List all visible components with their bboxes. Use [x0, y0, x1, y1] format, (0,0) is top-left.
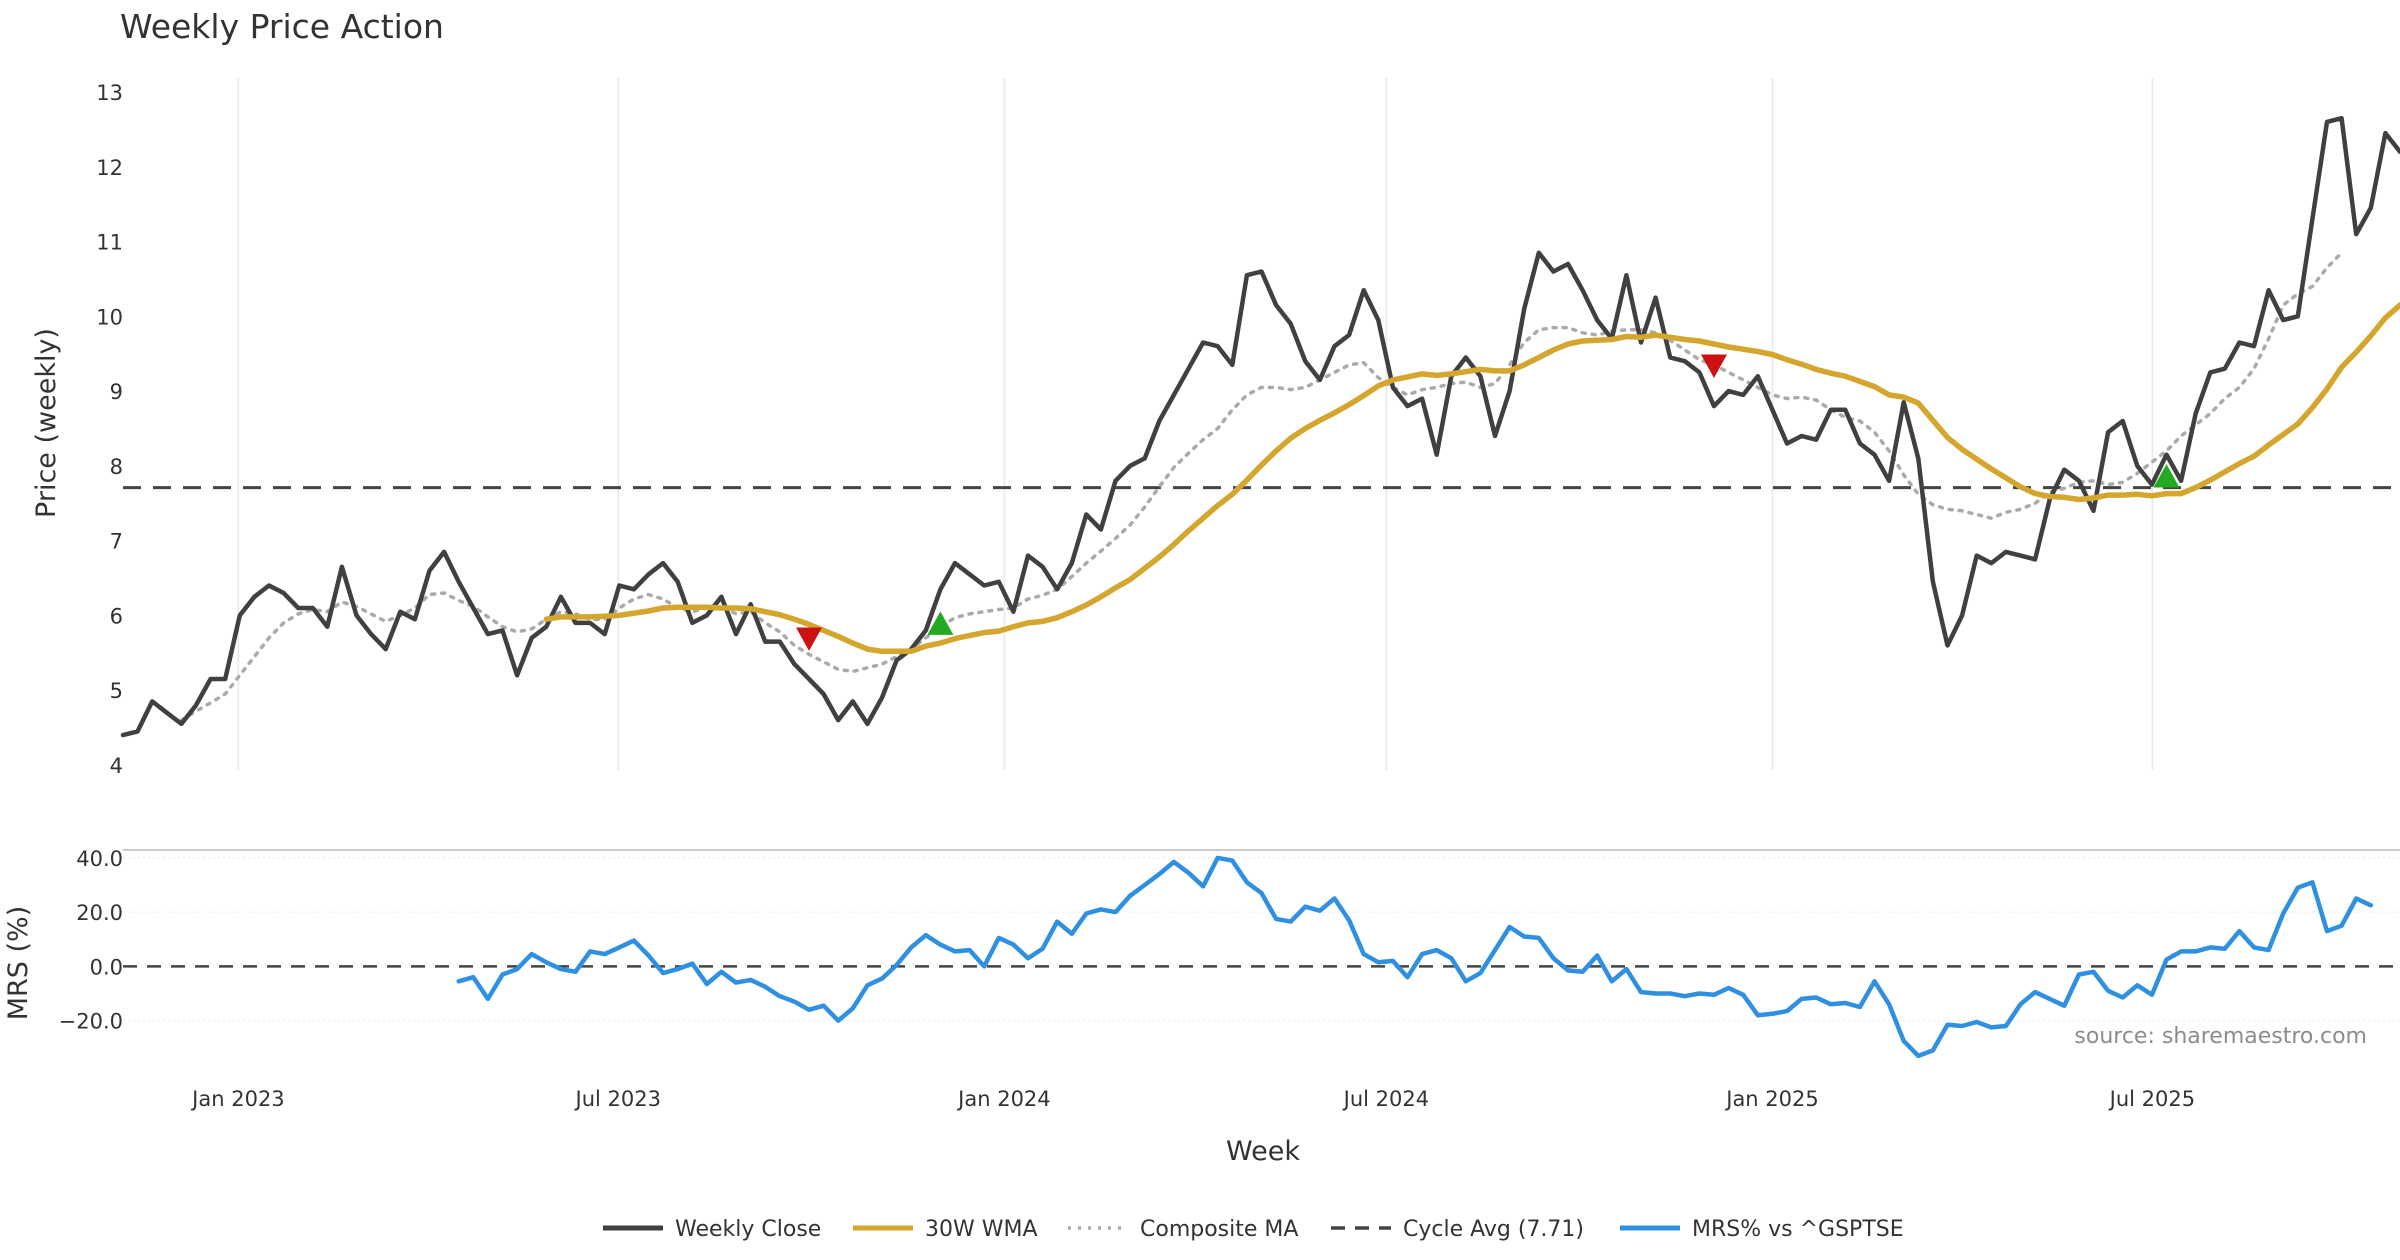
sell-signal-marker [1700, 354, 1727, 378]
buy-signal-marker [2153, 464, 2180, 488]
axes: Weekly Price Action Price (weekly) MRS (… [3, 7, 2367, 1167]
x-tick-label: Jan 2025 [1724, 1087, 1819, 1111]
mrs-line [456, 855, 2374, 1059]
x-tick-label: Jan 2024 [956, 1087, 1051, 1111]
legend-label-mrs-vs-gsptse: MRS% vs ^GSPTSE [1692, 1217, 1904, 1242]
30w-wma-line [543, 302, 2400, 655]
x-tick-label: Jul 2025 [2108, 1087, 2195, 1111]
x-tick-label: Jul 2023 [574, 1087, 661, 1111]
price-y-tick-label: 4 [110, 754, 123, 778]
price-y-tick-label: 9 [110, 380, 123, 404]
legend-label-composite-ma: Composite MA [1140, 1217, 1298, 1242]
buy-signal-marker [927, 611, 954, 635]
price-y-tick-label: 10 [96, 305, 123, 329]
grid-lines [123, 78, 2400, 1022]
x-tick-label: Jan 2023 [190, 1087, 285, 1111]
x-axis-label: Week [1226, 1136, 1300, 1167]
price-y-tick-label: 11 [96, 231, 123, 255]
price-y-axis-label: Price (weekly) [31, 328, 62, 518]
legend-label-cycle-avg-7-71: Cycle Avg (7.71) [1403, 1217, 1584, 1242]
mrs-y-tick-label: 40.0 [76, 847, 123, 871]
price-y-tick-label: 7 [110, 530, 123, 554]
price-y-tick-label: 13 [96, 81, 123, 105]
legend: Weekly Close 30W WMA Composite MA Cycle Avg… [603, 1217, 1904, 1242]
legend-label-30w-wma: 30W WMA [925, 1217, 1038, 1242]
mrs-y-axis-label: MRS (%) [3, 906, 34, 1021]
source-credit: source: sharemaestro.com [2074, 1024, 2367, 1049]
mrs-y-tick-label: 20.0 [76, 901, 123, 925]
price-y-tick-label: 12 [96, 156, 123, 180]
chart-title: Weekly Price Action [120, 7, 444, 46]
price-y-tick-label: 5 [110, 679, 123, 703]
price-y-tick-label: 6 [110, 604, 123, 628]
legend-label-weekly-close: Weekly Close [675, 1217, 821, 1242]
price-panel [120, 115, 2400, 738]
composite-ma-line [179, 251, 2344, 722]
mrs-panel [123, 855, 2400, 1059]
price-y-tick-label: 8 [110, 455, 123, 479]
sell-signal-marker [796, 627, 823, 651]
weekly-close-line [120, 115, 2400, 738]
mrs-y-tick-label: −20.0 [59, 1010, 123, 1034]
mrs-y-tick-label: 0.0 [90, 955, 123, 979]
x-tick-label: Jul 2024 [1342, 1087, 1429, 1111]
